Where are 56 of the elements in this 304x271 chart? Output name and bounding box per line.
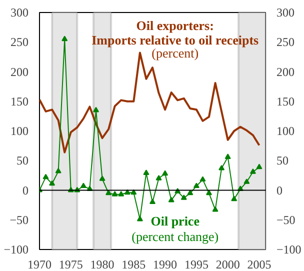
y2-tick-label: −100 — [276, 242, 302, 256]
y2-tick-label: 0 — [276, 183, 282, 198]
y2-tick-label: 300 — [276, 6, 294, 20]
point — [80, 182, 86, 188]
point — [112, 191, 118, 196]
point — [162, 170, 168, 176]
point — [118, 191, 124, 196]
point — [231, 196, 238, 202]
y2-tick-label: 100 — [276, 124, 294, 138]
point — [49, 180, 56, 186]
point — [218, 164, 225, 170]
x-tick-label: 1975 — [58, 258, 83, 271]
point — [55, 168, 62, 174]
y2-tick-label: 50 — [276, 154, 288, 168]
x-tick-label: 2000 — [216, 258, 240, 271]
y-tick-label: 250 — [10, 35, 28, 50]
y-tick-label: 100 — [10, 124, 28, 138]
y-tick-label: 150 — [10, 94, 28, 108]
point — [180, 194, 187, 200]
x-tick-label: 2005 — [247, 258, 272, 271]
text: Oil exporters: Imports relative to oil receipts — [92, 18, 259, 48]
series-label: Oil price — [150, 214, 200, 229]
y-tick-label: −100 — [4, 242, 29, 256]
point — [150, 198, 156, 204]
y2-tick-label: 150 — [276, 94, 294, 108]
point — [136, 216, 143, 222]
point — [143, 170, 150, 176]
point — [256, 164, 262, 170]
x-tick-label: 1990 — [153, 258, 178, 271]
y-tick-label: 300 — [10, 6, 28, 20]
point — [168, 196, 174, 202]
y-tick-label: 0 — [22, 183, 28, 198]
y-tick-label: 200 — [10, 64, 28, 79]
point — [99, 176, 106, 181]
annotation: (percent) — [152, 45, 199, 60]
y2-tick-label: 200 — [276, 64, 294, 79]
point — [212, 206, 218, 212]
y2-tick-label: 250 — [276, 35, 294, 50]
point — [93, 106, 99, 112]
point — [62, 36, 68, 42]
annotation: (percent change) — [132, 228, 219, 244]
x-tick-label: 1985 — [122, 258, 146, 271]
point — [193, 182, 200, 188]
point — [200, 176, 206, 182]
y-tick-label: −50 — [10, 212, 29, 227]
x-tick-label: 1980 — [90, 258, 114, 271]
point — [156, 175, 162, 180]
x-tick-label: 1995 — [184, 258, 208, 271]
y2-tick-label: −50 — [276, 212, 296, 227]
point — [244, 178, 250, 184]
point — [224, 154, 231, 160]
y-tick-label: 50 — [16, 154, 28, 168]
point — [250, 168, 256, 174]
point — [42, 174, 49, 180]
x-tick-label: 1970 — [28, 258, 52, 271]
point — [130, 189, 137, 195]
